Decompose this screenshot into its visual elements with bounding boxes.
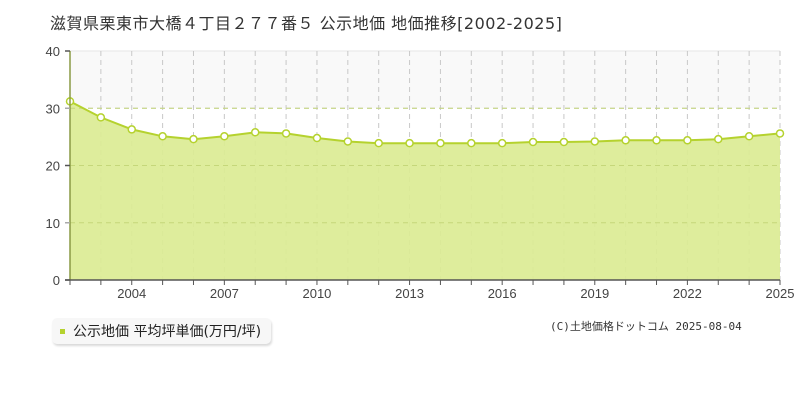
svg-text:2013: 2013 — [395, 286, 424, 301]
svg-text:20: 20 — [46, 159, 60, 174]
svg-text:2025: 2025 — [766, 286, 795, 301]
legend-label: 公示地価 平均坪単価(万円/坪) — [73, 324, 262, 340]
plot-background — [70, 50, 780, 109]
svg-text:2019: 2019 — [580, 286, 609, 301]
svg-text:0: 0 — [53, 273, 60, 288]
y-axis-ticks: 0 10 20 30 40 — [46, 44, 70, 288]
data-line — [69, 100, 781, 145]
svg-text:2010: 2010 — [302, 286, 331, 301]
svg-text:10: 10 — [46, 216, 60, 231]
svg-text:40: 40 — [46, 44, 60, 59]
svg-text:2007: 2007 — [210, 286, 239, 301]
svg-text:30: 30 — [46, 101, 60, 116]
data-area — [70, 101, 780, 281]
legend-swatch-icon — [60, 328, 65, 334]
data-points — [65, 97, 785, 148]
chart-title: 滋賀県栗東市大橋４丁目２７７番５ 公示地価 地価推移[2002-2025] — [50, 14, 563, 33]
svg-text:2022: 2022 — [673, 286, 702, 301]
svg-text:2016: 2016 — [488, 286, 517, 301]
copyright-footer: (C)土地価格ドットコム 2025-08-04 — [550, 320, 742, 333]
x-axis-ticks: 2004 2007 2010 2013 2016 2019 2022 2025 — [69, 280, 795, 301]
legend: 公示地価 平均坪単価(万円/坪) — [52, 318, 272, 344]
svg-text:2004: 2004 — [117, 286, 146, 301]
